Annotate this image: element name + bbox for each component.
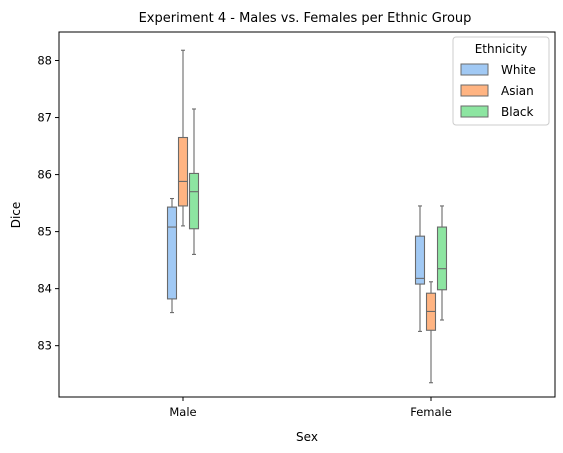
legend-swatch-white xyxy=(460,63,489,76)
legend-label-white: White xyxy=(501,63,536,77)
box-white-male xyxy=(166,197,178,314)
legend: Ethnicity White Asian Black xyxy=(452,36,550,126)
legend-label-black: Black xyxy=(501,105,534,119)
box-black-male xyxy=(188,108,200,255)
legend-frame xyxy=(452,36,550,126)
y-tick-label: 85 xyxy=(37,225,52,239)
box-black-female xyxy=(436,205,448,321)
plot-area xyxy=(58,31,556,398)
legend-label-asian: Asian xyxy=(501,84,534,98)
x-axis-label: Sex xyxy=(296,430,318,444)
y-axis: 83 84 85 86 87 88 xyxy=(37,54,59,353)
chart-title: Experiment 4 - Males vs. Females per Eth… xyxy=(139,11,472,26)
y-tick-label: 84 xyxy=(37,282,52,296)
box-asian-male xyxy=(177,49,189,227)
y-tick-label: 88 xyxy=(37,54,52,68)
box-iqr xyxy=(177,136,189,207)
box-iqr xyxy=(436,226,448,291)
boxes-layer xyxy=(166,49,448,384)
box-asian-female xyxy=(425,281,437,384)
x-tick-label: Male xyxy=(169,405,196,419)
legend-swatch-black xyxy=(460,105,489,118)
box-iqr xyxy=(188,172,200,230)
x-tick-label: Female xyxy=(410,405,452,419)
y-tick-label: 86 xyxy=(37,168,52,182)
box-iqr xyxy=(166,206,178,300)
y-axis-label: Dice xyxy=(9,202,23,229)
legend-title: Ethnicity xyxy=(475,42,528,56)
legend-swatch-asian xyxy=(460,84,489,97)
x-axis: Male Female xyxy=(169,397,452,419)
y-tick-label: 83 xyxy=(37,339,52,353)
box-white-female xyxy=(414,205,426,332)
y-tick-label: 87 xyxy=(37,111,52,125)
box-iqr xyxy=(414,235,426,285)
